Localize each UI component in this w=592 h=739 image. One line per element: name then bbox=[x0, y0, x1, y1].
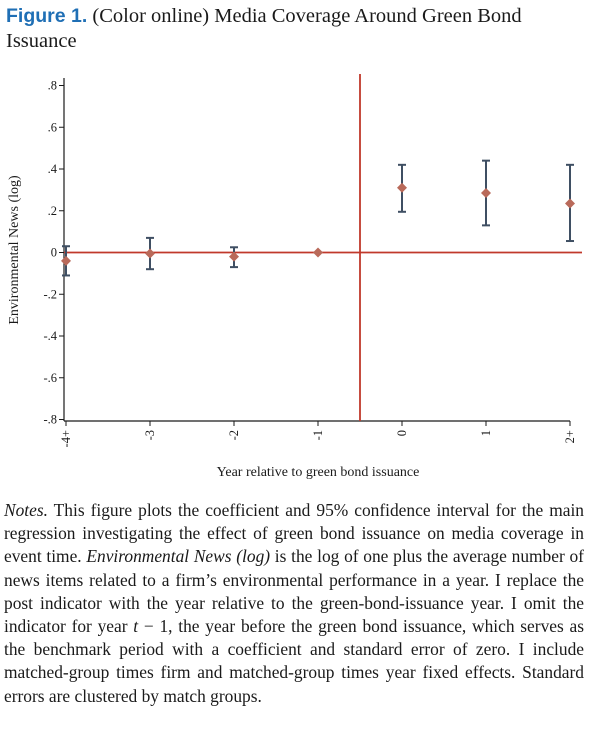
y-tick-label: -.6 bbox=[43, 371, 57, 385]
figure-caption: Figure 1. (Color online) Media Coverage … bbox=[6, 4, 586, 54]
figure-notes: Notes. This figure plots the coefficient… bbox=[4, 499, 584, 708]
y-tick-label: .4 bbox=[48, 162, 58, 176]
y-tick-label: -.2 bbox=[43, 287, 57, 301]
figure-label: Figure 1. bbox=[6, 5, 88, 27]
x-tick-label: -4+ bbox=[59, 430, 73, 447]
coefficient-marker bbox=[229, 251, 239, 262]
x-tick-label: 1 bbox=[479, 430, 493, 436]
coefficient-marker bbox=[481, 188, 491, 199]
x-tick-label: 2+ bbox=[563, 430, 577, 443]
coefficient-marker bbox=[397, 182, 407, 193]
y-tick-label: .6 bbox=[48, 120, 57, 134]
y-axis-title: Environmental News (log) bbox=[7, 175, 22, 325]
notes-label: Notes. bbox=[4, 500, 48, 520]
y-tick-label: .8 bbox=[48, 79, 57, 93]
y-tick-label: -.4 bbox=[43, 329, 57, 343]
notes-text-2: is the log of one plus the average numbe… bbox=[4, 546, 584, 637]
notes-variable-name: Environmental News (log) bbox=[86, 546, 271, 567]
notes-t-symbol: t bbox=[133, 616, 139, 637]
coefficient-marker bbox=[61, 255, 71, 266]
coefficient-plot: .8 .6 .4 .2 0 -.2 -.4 -.6 -.8-4+ -3 -2 -1 0 1 2+ Year r… bbox=[7, 74, 582, 480]
x-tick-label: -2 bbox=[227, 430, 241, 440]
coefficient-marker bbox=[313, 247, 323, 258]
x-tick-label: 0 bbox=[395, 430, 409, 436]
coefficient-marker bbox=[145, 248, 155, 259]
x-tick-label: -1 bbox=[311, 430, 325, 440]
x-tick-label: -3 bbox=[143, 430, 157, 440]
y-tick-label: .2 bbox=[48, 204, 57, 218]
y-tick-label: 0 bbox=[51, 246, 57, 260]
x-axis-title: Year relative to green bond issuance bbox=[217, 465, 420, 480]
notes-text-1: This figure plots the coefficient and 95… bbox=[4, 500, 584, 567]
coefficient-marker bbox=[565, 198, 575, 209]
figure-title: (Color online) Media Coverage Around Gre… bbox=[6, 5, 522, 52]
y-tick-label: -.8 bbox=[43, 413, 57, 427]
notes-text-3: − 1, the year before the green bond issu… bbox=[4, 616, 584, 706]
